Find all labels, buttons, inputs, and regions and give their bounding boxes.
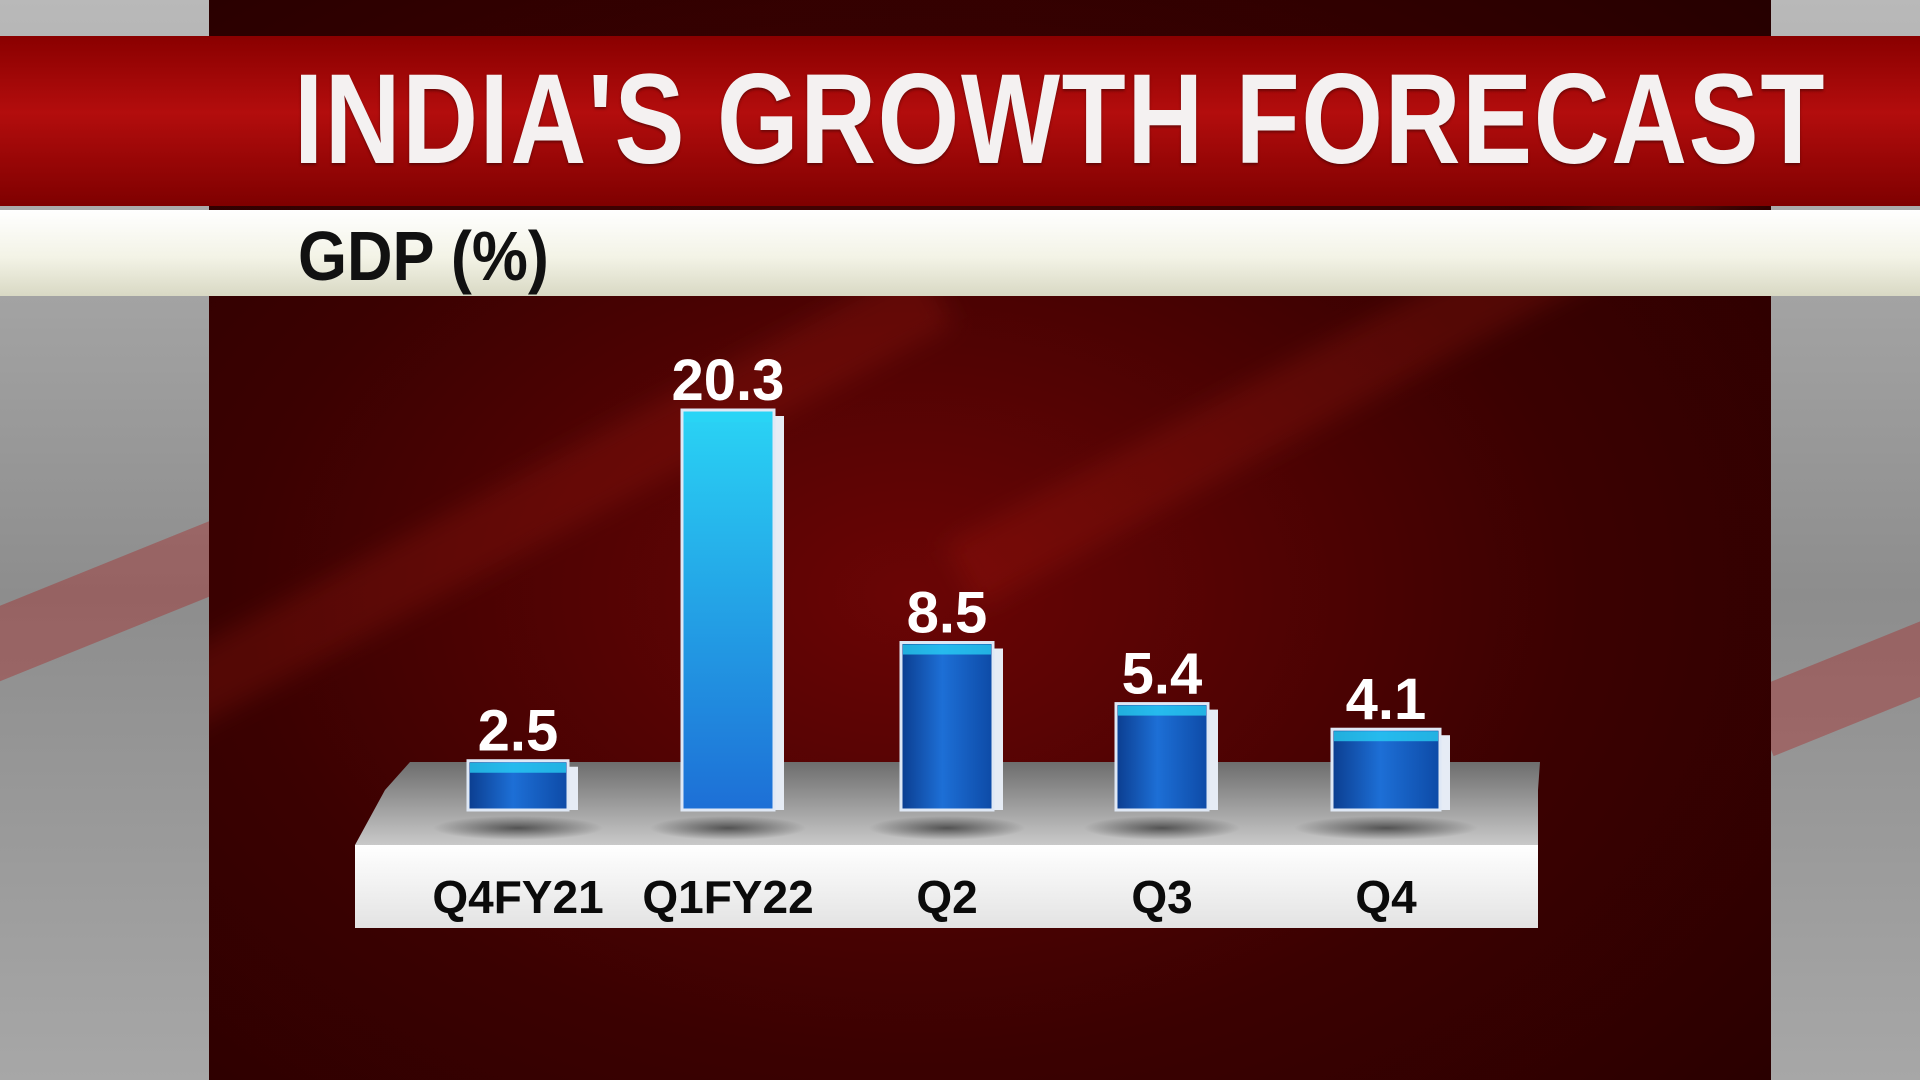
bar-shadow xyxy=(433,816,603,840)
data-label: 4.1 xyxy=(1346,667,1427,732)
data-labels: 2.5 20.3 8.5 5.4 4.1 xyxy=(478,348,1427,764)
category-labels: Q4FY21 Q1FY22 Q2 Q3 Q4 xyxy=(432,871,1417,923)
bar-shadow xyxy=(868,816,1026,840)
bar-cap xyxy=(903,644,991,655)
chart-title: INDIA'S GROWTH FORECAST xyxy=(294,48,1827,191)
category-label: Q3 xyxy=(1131,871,1192,923)
bar-q4 xyxy=(1330,727,1442,812)
category-label: Q1FY22 xyxy=(642,871,813,923)
bar-cap xyxy=(1334,731,1438,742)
bar-cap xyxy=(1118,705,1206,716)
chart-subtitle: GDP (%) xyxy=(298,217,549,295)
bar-shadow xyxy=(1294,816,1478,840)
title-bar xyxy=(0,36,1920,206)
data-label: 20.3 xyxy=(672,348,785,413)
bar-q3 xyxy=(1114,702,1210,812)
bar-q1fy22 xyxy=(680,408,776,812)
bar-cap xyxy=(684,412,772,422)
bars-layer xyxy=(433,408,1478,840)
chart-platform-front xyxy=(355,845,1538,928)
bar-q2 xyxy=(899,641,995,812)
category-label: Q4 xyxy=(1355,871,1417,923)
bar-cap xyxy=(470,762,566,773)
data-label: 5.4 xyxy=(1122,642,1203,707)
subtitle-bar xyxy=(0,210,1920,296)
category-label: Q4FY21 xyxy=(432,871,603,923)
category-label: Q2 xyxy=(916,871,977,923)
bar-shadow xyxy=(1083,816,1241,840)
bar-shadow xyxy=(649,816,807,840)
data-label: 8.5 xyxy=(907,581,988,646)
data-label: 2.5 xyxy=(478,699,559,764)
